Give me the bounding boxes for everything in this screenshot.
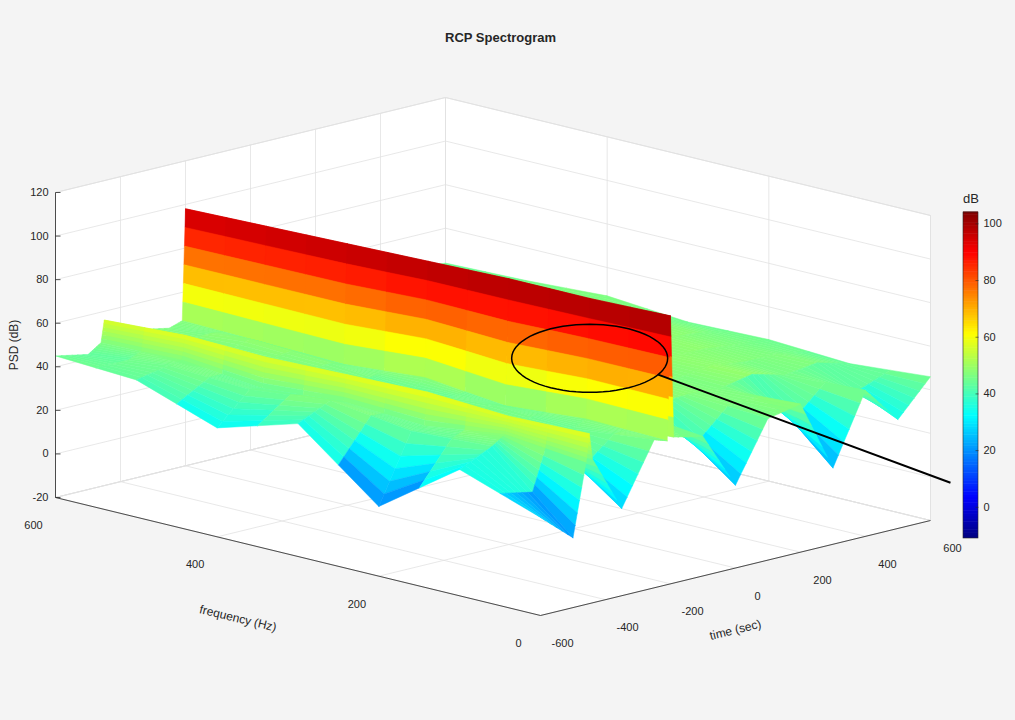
- svg-text:200: 200: [348, 598, 366, 610]
- svg-text:0: 0: [42, 447, 48, 459]
- svg-text:40: 40: [984, 387, 996, 399]
- svg-text:400: 400: [878, 558, 896, 570]
- svg-text:100: 100: [984, 217, 1002, 229]
- svg-text:RCP Spectrogram: RCP Spectrogram: [445, 30, 556, 45]
- svg-text:-200: -200: [681, 605, 703, 617]
- svg-text:time (sec): time (sec): [708, 617, 762, 643]
- svg-text:-600: -600: [551, 637, 573, 649]
- svg-text:80: 80: [36, 273, 48, 285]
- svg-text:0: 0: [515, 637, 521, 649]
- svg-text:PSD (dB): PSD (dB): [7, 320, 21, 371]
- svg-text:20: 20: [36, 404, 48, 416]
- svg-text:40: 40: [36, 360, 48, 372]
- svg-text:-20: -20: [33, 491, 49, 503]
- svg-text:0: 0: [754, 590, 760, 602]
- svg-text:400: 400: [186, 558, 204, 570]
- svg-text:frequency (Hz): frequency (Hz): [198, 602, 278, 634]
- svg-text:80: 80: [984, 274, 996, 286]
- svg-text:600: 600: [24, 519, 42, 531]
- svg-text:120: 120: [30, 186, 48, 198]
- svg-text:dB: dB: [963, 191, 979, 206]
- svg-text:200: 200: [813, 574, 831, 586]
- svg-text:-400: -400: [616, 621, 638, 633]
- svg-text:20: 20: [984, 444, 996, 456]
- svg-text:600: 600: [943, 542, 961, 554]
- svg-text:0: 0: [984, 501, 990, 513]
- svg-text:60: 60: [984, 331, 996, 343]
- svg-text:60: 60: [36, 317, 48, 329]
- svg-text:100: 100: [30, 230, 48, 242]
